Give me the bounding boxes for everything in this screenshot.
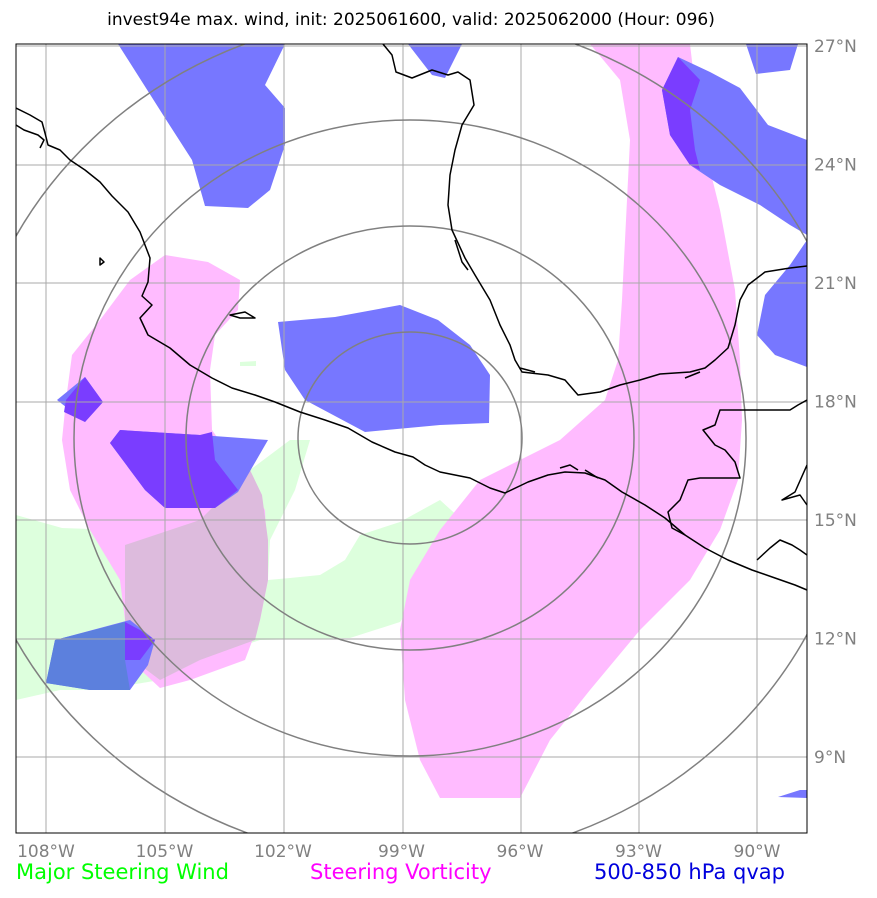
map-area	[16, 44, 807, 833]
islands	[99, 257, 599, 479]
qvap-area-north-2	[408, 44, 462, 78]
vorticity-area-east	[400, 44, 742, 798]
qvap-vorticity-overlap-west	[110, 430, 238, 508]
range-ring-2	[185, 225, 635, 651]
qvap-area-center	[278, 305, 490, 432]
qvap-area-northeast-2	[746, 44, 798, 74]
qvap-area-north	[118, 44, 285, 208]
lon-tick-label: 96°W	[497, 842, 544, 862]
mexico-pacific-coast	[16, 107, 807, 591]
qvap-overlap-sw-purple	[125, 622, 155, 660]
lat-tick-label: 21°N	[814, 274, 857, 294]
lon-tick-label: 90°W	[734, 842, 781, 862]
coastlines	[16, 44, 807, 591]
map-frame	[15, 43, 808, 834]
baja-tip	[16, 124, 45, 149]
lat-tick-label: 12°N	[814, 630, 857, 650]
legend-steering-wind: Major Steering Wind	[16, 860, 229, 884]
lon-tick-label: 108°W	[17, 842, 75, 862]
qvap-area-south	[778, 790, 807, 798]
map-title: invest94e max. wind, init: 2025061600, v…	[107, 10, 715, 30]
lat-tick-label: 9°N	[814, 748, 846, 768]
range-ring-1	[297, 331, 523, 545]
lon-tick-labels: 108°W 105°W 102°W 99°W 96°W 93°W 90°W	[17, 842, 781, 862]
legend-steering-vorticity: Steering Vorticity	[310, 860, 492, 884]
lon-tick-label: 105°W	[136, 842, 194, 862]
yucatan-border	[667, 399, 807, 536]
lat-tick-label: 24°N	[814, 156, 857, 176]
legend-qvap: 500-850 hPa qvap	[594, 860, 785, 884]
lake-chapala	[229, 311, 256, 319]
range-rings	[16, 44, 807, 833]
guatemala-border	[756, 464, 807, 561]
qvap-vorticity-overlap-small	[64, 377, 103, 422]
gridlines	[16, 44, 807, 833]
lat-tick-label: 15°N	[814, 511, 857, 531]
lat-tick-label: 18°N	[814, 393, 857, 413]
qvap-area-east	[757, 240, 807, 367]
lat-tick-label: 27°N	[814, 37, 857, 57]
steering-wind-spot	[240, 361, 256, 366]
vorticity-wind-overlap	[125, 470, 268, 680]
lon-tick-label: 99°W	[378, 842, 425, 862]
gulf-coast	[382, 44, 807, 396]
range-ring-3	[73, 119, 747, 757]
qvap-vorticity-overlap-ne	[662, 57, 700, 170]
gulf-coast-islands	[454, 239, 701, 379]
lon-tick-label: 102°W	[254, 842, 312, 862]
lon-tick-label: 93°W	[615, 842, 662, 862]
lat-tick-labels: 27°N 24°N 21°N 18°N 15°N 12°N 9°N	[814, 37, 857, 768]
